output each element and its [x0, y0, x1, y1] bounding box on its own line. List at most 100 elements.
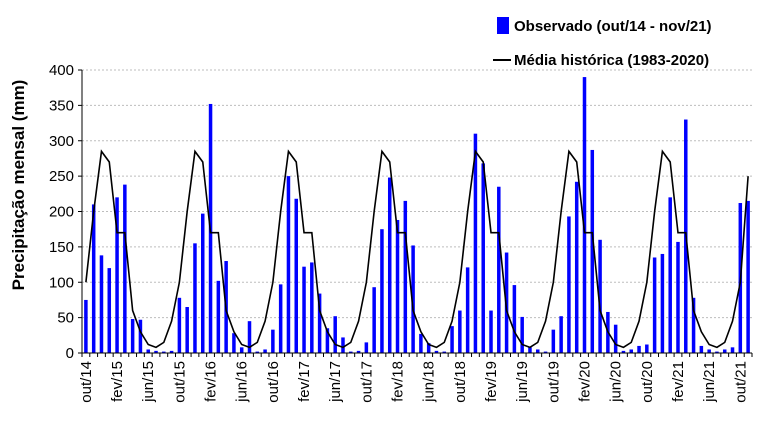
observed-bar — [302, 266, 306, 353]
observed-bar — [364, 342, 369, 353]
gridlines — [82, 69, 752, 319]
observed-bar — [123, 184, 127, 353]
observed-bar — [247, 321, 252, 353]
observed-bar — [333, 316, 337, 353]
x-tick-label: out/19 — [545, 361, 562, 403]
y-tick-label: 100 — [49, 274, 74, 291]
observed-bar — [715, 351, 719, 353]
observed-bar — [722, 349, 727, 353]
axes — [78, 69, 753, 357]
y-tick-labels: 0 50 100 150 200 250 300 350 400 — [49, 62, 74, 362]
observed-bar — [380, 229, 384, 353]
observed-bar — [512, 285, 517, 353]
legend-bar-swatch — [497, 17, 509, 34]
observed-bar — [325, 328, 330, 353]
observed-bar — [746, 200, 750, 353]
observed-bar — [146, 349, 150, 353]
observed-bar — [294, 198, 298, 353]
x-tick-label: out/17 — [358, 361, 375, 403]
y-tick-label: 0 — [66, 345, 74, 362]
observed-bar — [317, 293, 322, 353]
observed-bar — [582, 77, 587, 353]
observed-bar — [341, 337, 345, 353]
observed-bar — [99, 255, 104, 353]
observed-bar — [621, 350, 626, 353]
legend: Observado (out/14 - nov/21) Média histór… — [493, 17, 712, 69]
observed-bar — [138, 319, 143, 353]
observed-bar — [154, 350, 158, 353]
observed-bar — [426, 343, 431, 353]
observed-bar — [536, 349, 540, 353]
observed-bar — [613, 324, 618, 353]
observed-bar — [559, 316, 563, 353]
x-tick-label: jun/21 — [701, 361, 718, 403]
observed-bar — [660, 253, 665, 353]
observed-bar — [91, 204, 96, 353]
observed-bar — [201, 213, 205, 353]
observed-bar — [707, 349, 711, 353]
observed-bar — [528, 347, 532, 353]
legend-observed-label: Observado (out/14 - nov/21) — [514, 18, 712, 35]
observed-bar — [691, 297, 696, 353]
observed-bar — [637, 345, 641, 353]
observed-bar — [442, 351, 447, 353]
observed-bar — [645, 344, 649, 353]
observed-bar — [676, 241, 680, 353]
observed-bar — [411, 245, 415, 353]
observed-bar — [450, 326, 454, 353]
x-tick-label: out/14 — [78, 361, 95, 403]
observed-bar — [115, 197, 119, 353]
y-tick-label: 150 — [49, 239, 74, 256]
observed-bar — [590, 149, 595, 353]
observed-bar — [177, 297, 182, 353]
x-tick-label: jun/19 — [514, 361, 531, 403]
x-tick-label: jun/15 — [140, 361, 157, 403]
observed-bar — [699, 345, 704, 353]
observed-bar — [349, 351, 353, 353]
observed-bar — [255, 351, 260, 353]
x-tick-label: fev/16 — [203, 361, 220, 402]
observed-bar — [169, 350, 174, 353]
y-axis-title: Precipitação mensal (mm) — [9, 80, 28, 291]
observed-bar — [598, 239, 602, 353]
observed-bar — [419, 333, 423, 353]
observed-bar — [668, 197, 672, 353]
observed-bar — [543, 351, 548, 353]
observed-bar — [489, 310, 493, 353]
observed-bar — [434, 350, 439, 353]
x-tick-label: fev/17 — [296, 361, 313, 402]
observed-bar — [652, 257, 657, 353]
observed-bar — [356, 350, 361, 353]
observed-bar — [162, 351, 166, 353]
observed-bar — [567, 216, 571, 353]
x-tick-label: out/18 — [452, 361, 469, 403]
observed-bar — [271, 329, 275, 353]
observed-bar — [473, 133, 478, 353]
x-tick-label: jun/16 — [234, 361, 251, 403]
observed-bar — [629, 349, 633, 353]
x-tick-label: fev/20 — [577, 361, 594, 402]
observed-bar — [286, 176, 291, 353]
y-tick-label: 50 — [57, 310, 74, 327]
observed-bar — [497, 186, 501, 353]
observed-bar — [387, 177, 392, 353]
observed-bar — [130, 319, 135, 353]
observed-bar — [239, 347, 244, 353]
observed-bar — [730, 347, 735, 353]
observed-bar — [465, 267, 470, 353]
observed-bar — [551, 329, 556, 353]
x-tick-label: jun/20 — [608, 361, 625, 403]
x-tick-label: fev/21 — [670, 361, 687, 402]
observed-bar — [84, 299, 88, 353]
y-tick-label: 200 — [49, 204, 74, 221]
observed-bar — [458, 310, 462, 353]
x-tick-label: jun/17 — [327, 361, 344, 403]
observed-bar — [395, 219, 400, 353]
x-tick-label: jun/18 — [421, 361, 438, 403]
observed-bar — [263, 349, 267, 353]
y-tick-label: 250 — [49, 168, 74, 185]
x-tick-label: out/15 — [171, 361, 188, 403]
observed-bar — [310, 262, 314, 353]
historical-average-line — [85, 149, 749, 349]
